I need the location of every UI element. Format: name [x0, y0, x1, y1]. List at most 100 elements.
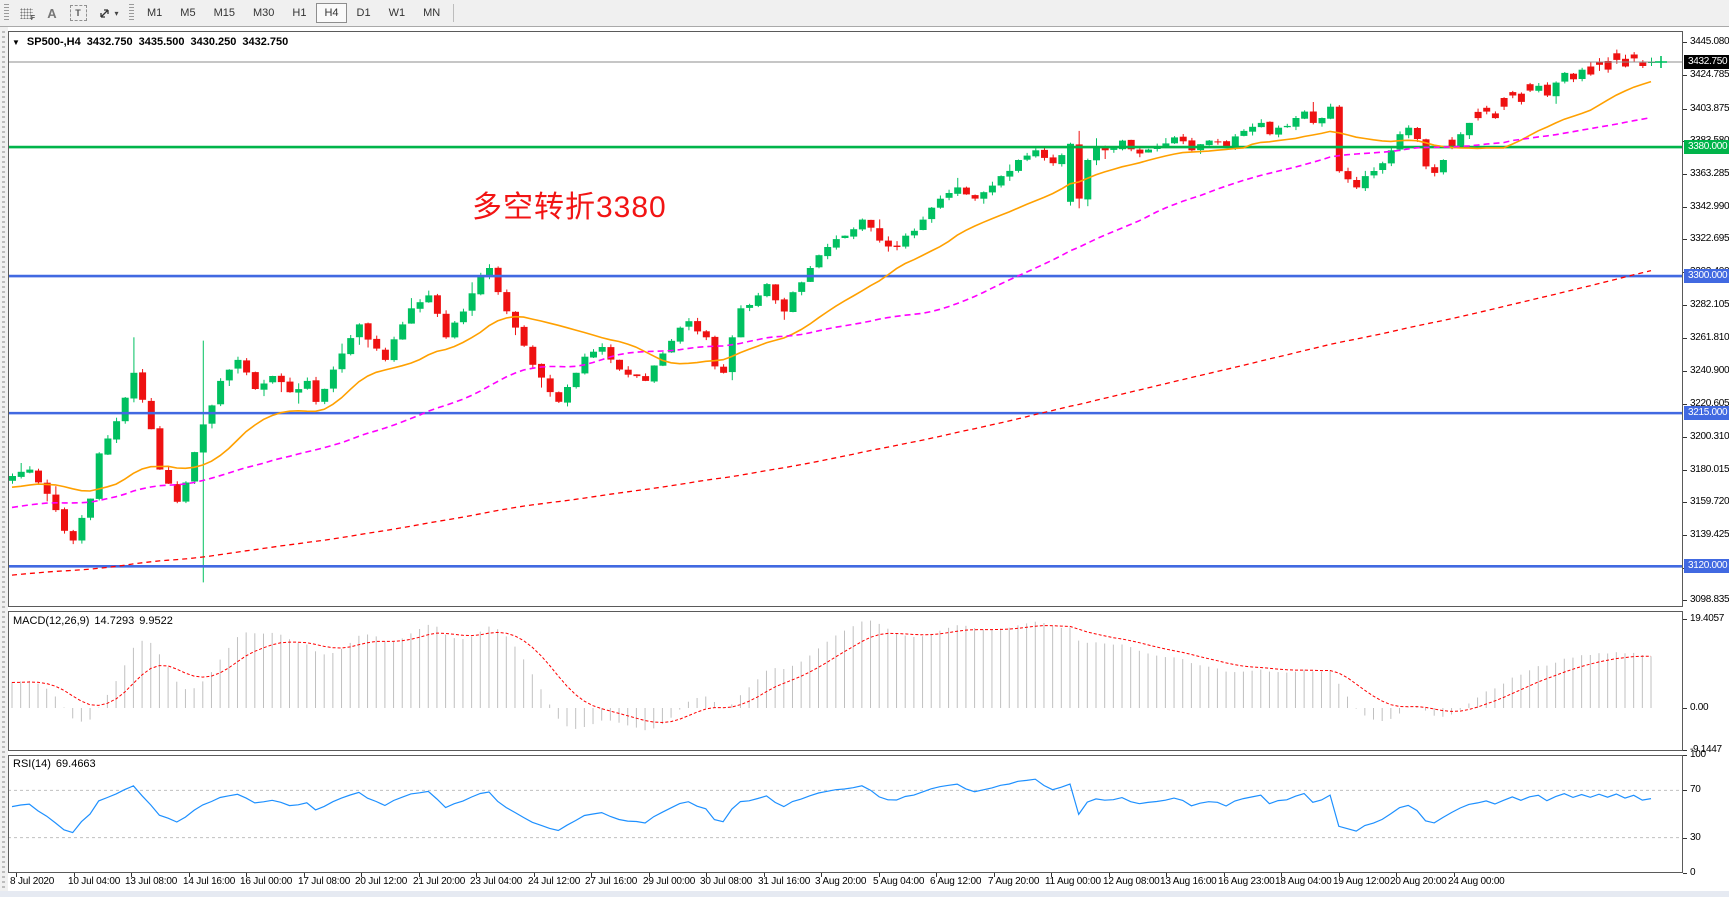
macd-signal-line	[11, 625, 1651, 724]
price-axis-label: 3363.285	[1690, 168, 1729, 179]
time-axis-tick	[304, 873, 305, 877]
ma-20-line[interactable]	[11, 80, 1652, 492]
macd-axis-label: -9.1447	[1690, 744, 1722, 755]
price-axis-label: 3200.310	[1690, 431, 1729, 442]
time-axis-label: 13 Jul 08:00	[125, 876, 178, 887]
timeframe-button-M30[interactable]: M30	[245, 3, 282, 23]
rsi-axis-tick	[1683, 838, 1687, 839]
timeframe-button-M15[interactable]: M15	[206, 3, 243, 23]
price-axis-tick	[1683, 109, 1687, 110]
price-axis-label: 3180.015	[1690, 464, 1729, 475]
arrows-tool-button[interactable]: ▾	[91, 2, 125, 24]
macd-panel[interactable]	[8, 611, 1683, 751]
price-axis-label: 3282.105	[1690, 299, 1729, 310]
toolbar: F A T ▾ M1 M5 M15 M30 H1 H4 D1 W1 MN	[0, 0, 1729, 27]
time-axis-tick	[1224, 873, 1225, 877]
text-label-tool-button[interactable]: A	[39, 2, 65, 24]
price-axis-label: 3220.605	[1690, 398, 1729, 409]
timeframe-button-D1[interactable]: D1	[349, 3, 379, 23]
time-axis-tick	[649, 873, 650, 877]
fibo-grid-tool-button[interactable]: F	[13, 2, 39, 24]
price-axis-tick	[1683, 470, 1687, 471]
time-axis-label: 12 Aug 08:00	[1103, 876, 1160, 887]
current-price-tag: 3432.750	[1684, 55, 1729, 69]
timeframe-button-MN[interactable]: MN	[415, 3, 448, 23]
time-axis-label: 7 Aug 20:00	[988, 876, 1040, 887]
ma-50-line[interactable]	[11, 116, 1652, 509]
time-axis-label: 19 Aug 12:00	[1333, 876, 1390, 887]
rsi-axis-label: 30	[1690, 832, 1701, 843]
toolbar-grip[interactable]	[4, 4, 9, 22]
macd-histogram	[11, 620, 1652, 731]
price-axis-tick	[1683, 42, 1687, 43]
timeframe-button-H1[interactable]: H1	[284, 3, 314, 23]
rsi-axis-label: 100	[1690, 749, 1706, 760]
price-axis-label: 3098.835	[1690, 594, 1729, 605]
price-axis-tick	[1683, 305, 1687, 306]
time-axis-tick	[591, 873, 592, 877]
text-label-icon: A	[47, 5, 57, 21]
time-axis-tick	[74, 873, 75, 877]
price-axis-tick	[1683, 207, 1687, 208]
price-axis-tick	[1683, 502, 1687, 503]
price-tag-3120.000: 3120.000	[1684, 559, 1729, 573]
rsi-axis-label: 70	[1690, 784, 1701, 795]
timeframe-button-M1[interactable]: M1	[139, 3, 170, 23]
time-axis-tick	[1339, 873, 1340, 877]
time-axis-tick	[131, 873, 132, 877]
main-chart-canvas[interactable]	[8, 31, 1683, 607]
fibo-f-glyph: F	[30, 15, 35, 22]
time-axis-tick	[936, 873, 937, 877]
annotation-text[interactable]: 多空转折3380	[472, 191, 667, 224]
timeframe-button-H4[interactable]: H4	[316, 3, 347, 23]
symbol-dropdown-icon[interactable]: ▼	[12, 37, 20, 47]
toolbar-separator	[453, 4, 455, 22]
ohlc-low: 3430.250	[190, 36, 237, 48]
rsi-line	[11, 778, 1652, 834]
arrows-dropdown-caret[interactable]: ▾	[114, 8, 119, 18]
price-axis[interactable]	[1684, 28, 1729, 891]
text-box-icon: T	[69, 5, 87, 21]
price-tag-3215.000: 3215.000	[1684, 406, 1729, 420]
ohlc-close: 3432.750	[242, 36, 289, 48]
price-axis-tick	[1683, 239, 1687, 240]
price-axis-label: 3322.695	[1690, 233, 1729, 244]
time-axis-tick	[764, 873, 765, 877]
price-axis-label: 3445.080	[1690, 36, 1729, 47]
rsi-panel[interactable]	[8, 755, 1683, 873]
price-axis-tick	[1683, 371, 1687, 372]
time-axis-label: 18 Aug 04:00	[1275, 876, 1332, 887]
time-axis-tick	[189, 873, 190, 877]
price-axis-tick	[1683, 75, 1687, 76]
chart-symbol: SP500-,H4	[26, 36, 81, 48]
text-box-tool-button[interactable]: T	[65, 2, 91, 24]
chart-title[interactable]: ▼ SP500-,H4 3432.750 3435.500 3430.250 3…	[12, 36, 288, 48]
time-axis-label: 20 Aug 20:00	[1390, 876, 1447, 887]
latest-price-marker	[1655, 56, 1667, 68]
time-axis-label: 29 Jul 00:00	[643, 876, 696, 887]
timeframe-button-W1[interactable]: W1	[381, 3, 414, 23]
time-axis-tick	[246, 873, 247, 877]
timeframe-toolbar-grip[interactable]	[129, 4, 134, 22]
left-grip-strip[interactable]	[0, 27, 8, 897]
time-axis-label: 31 Jul 16:00	[758, 876, 811, 887]
price-axis-tick	[1683, 338, 1687, 339]
price-axis-label: 3342.990	[1690, 201, 1729, 212]
time-axis-label: 21 Jul 20:00	[413, 876, 466, 887]
rsi-axis-tick	[1683, 790, 1687, 791]
timeframe-button-M5[interactable]: M5	[172, 3, 203, 23]
price-axis-label: 3139.425	[1690, 529, 1729, 540]
ohlc-open: 3432.750	[86, 36, 133, 48]
time-axis-label: 11 Aug 00:00	[1045, 876, 1101, 887]
time-axis-tick	[534, 873, 535, 877]
time-axis-tick	[706, 873, 707, 877]
price-axis-tick	[1683, 535, 1687, 536]
rsi-label: RSI(14) 69.4663	[13, 758, 96, 770]
time-axis-label: 23 Jul 04:00	[470, 876, 523, 887]
price-axis-label: 3240.900	[1690, 365, 1729, 376]
time-axis-label: 16 Jul 00:00	[240, 876, 293, 887]
ma-200-line[interactable]	[11, 269, 1652, 576]
macd-axis-tick	[1683, 750, 1687, 751]
time-axis-tick	[994, 873, 995, 877]
